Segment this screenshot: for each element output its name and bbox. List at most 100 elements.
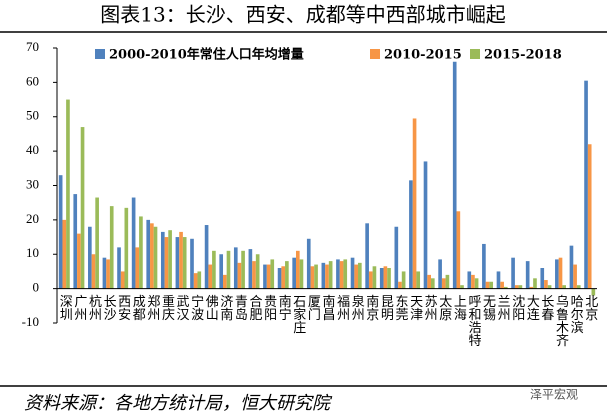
bar <box>277 268 282 289</box>
bar <box>482 243 486 289</box>
bar <box>223 274 227 289</box>
bar <box>139 216 143 289</box>
bar <box>131 197 136 289</box>
chart-title: 图表13：长沙、西安、成都等中西部城市崛起 <box>100 3 505 27</box>
bar <box>485 281 490 289</box>
bar <box>387 268 391 289</box>
x-tick-label: 深圳 <box>57 295 73 321</box>
x-tick-label: 西安 <box>115 295 131 321</box>
bar <box>306 238 311 289</box>
bar <box>336 259 340 289</box>
x-tick-label: 乌鲁木齐 <box>553 294 569 347</box>
y-tick-label: 20 <box>26 211 39 226</box>
bar <box>591 288 596 296</box>
y-tick-label: 10 <box>26 245 39 260</box>
bar <box>168 230 172 289</box>
y-tick-label: 40 <box>26 142 39 157</box>
x-tick-label: 青岛 <box>232 295 248 321</box>
bar <box>529 286 534 289</box>
bar <box>394 226 399 289</box>
x-tick-label: 成都 <box>130 295 146 321</box>
x-tick-label: 广州 <box>71 295 87 321</box>
bar <box>66 99 70 289</box>
bar <box>383 266 388 289</box>
x-tick-label: 南宁 <box>276 294 292 321</box>
bar <box>412 118 417 289</box>
bar <box>88 226 92 289</box>
bar <box>365 223 369 289</box>
x-tick-label: 厦门 <box>305 295 321 321</box>
bar <box>430 278 435 289</box>
bar <box>204 225 209 289</box>
bar <box>120 271 125 289</box>
bar <box>514 285 519 289</box>
x-tick-label: 南京 <box>363 294 379 321</box>
bar <box>58 175 63 289</box>
x-tick-label: 太原 <box>436 295 452 321</box>
bar <box>325 264 329 289</box>
bar <box>95 197 99 289</box>
x-tick-label: 杭州 <box>86 295 102 321</box>
y-tick-label: -10 <box>22 314 39 329</box>
bar <box>62 219 67 289</box>
bar <box>354 264 359 289</box>
bar <box>193 273 198 289</box>
x-tick-label: 武汉 <box>174 295 190 321</box>
bar <box>295 250 300 289</box>
bar <box>248 249 253 289</box>
bar <box>569 245 574 289</box>
bar <box>160 231 165 289</box>
x-tick-label: 长春 <box>538 295 554 321</box>
bar <box>109 206 114 289</box>
bar <box>208 264 213 289</box>
bar <box>587 144 592 289</box>
x-tick-label: 北京 <box>582 295 598 321</box>
bar <box>314 264 318 289</box>
bar <box>584 80 588 289</box>
bar <box>310 266 315 289</box>
bar <box>427 274 431 289</box>
bar <box>219 254 224 289</box>
bar <box>511 257 515 289</box>
x-tick-label: 东莞 <box>392 295 408 322</box>
bar <box>150 223 154 289</box>
bar <box>91 254 96 289</box>
bar <box>233 247 238 289</box>
x-tick-label: 福州 <box>334 295 350 321</box>
legend-swatch <box>95 49 105 59</box>
bar <box>197 271 202 289</box>
bar <box>525 261 530 289</box>
bar <box>496 271 501 289</box>
bar <box>175 237 180 289</box>
bar <box>106 259 110 289</box>
x-tick-label: 石家庄 <box>290 295 306 335</box>
bar <box>562 285 566 289</box>
legend-swatch <box>470 49 480 59</box>
bar <box>226 250 231 289</box>
bar <box>441 278 446 289</box>
bar <box>416 271 421 289</box>
bar <box>500 281 504 289</box>
bar <box>350 257 355 289</box>
x-tick-label: 沈阳 <box>509 295 525 321</box>
bar <box>153 226 158 289</box>
y-tick-label: 30 <box>26 176 39 191</box>
bar <box>135 247 140 289</box>
bar <box>398 281 402 289</box>
bar <box>368 271 373 289</box>
bar <box>423 161 428 289</box>
bar <box>409 180 413 289</box>
x-tick-label: 济南 <box>217 295 233 321</box>
bar <box>438 259 442 289</box>
bar <box>401 271 406 289</box>
bar <box>573 264 577 289</box>
x-tick-label: 佛山 <box>203 295 219 321</box>
y-tick-label: 0 <box>33 280 40 295</box>
bar <box>339 261 344 289</box>
x-tick-label: 重庆 <box>159 294 175 321</box>
bar <box>285 261 289 289</box>
bar <box>252 261 256 289</box>
bar <box>212 250 216 289</box>
bar <box>452 61 457 289</box>
